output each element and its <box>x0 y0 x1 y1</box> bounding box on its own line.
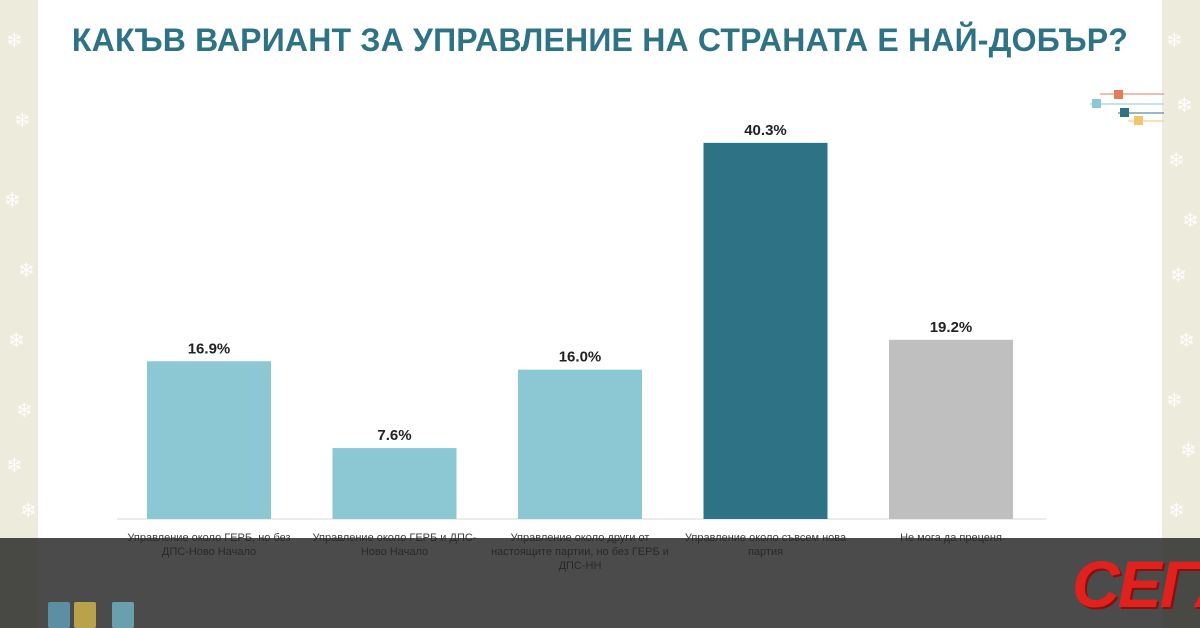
sega-logo[interactable]: СЕГА <box>1072 547 1200 621</box>
snowflake-icon: ❄ <box>20 498 37 522</box>
snowflake-icon: ❄ <box>1178 328 1195 352</box>
snowflake-icon: ❄ <box>6 28 23 52</box>
snowflake-icon: ❄ <box>1176 93 1193 117</box>
gift-icon <box>112 602 134 628</box>
bar <box>147 361 271 519</box>
data-label: 16.9% <box>188 340 231 357</box>
right-decor-strip <box>1162 0 1200 628</box>
snowflake-icon: ❄ <box>1168 498 1185 522</box>
snowflake-icon: ❄ <box>1180 438 1197 462</box>
data-label: 19.2% <box>930 319 973 336</box>
snowflake-icon: ❄ <box>14 108 31 132</box>
bar <box>518 369 642 519</box>
bottom-overlay-bar <box>0 538 1200 628</box>
bar <box>703 142 828 519</box>
gift-icon <box>74 602 96 628</box>
left-decor-strip <box>0 0 38 628</box>
snowflake-icon: ❄ <box>6 453 23 477</box>
snowflake-icon: ❄ <box>1166 388 1183 412</box>
snowflake-icon: ❄ <box>18 258 35 282</box>
snowflake-icon: ❄ <box>8 328 25 352</box>
data-label: 16.0% <box>559 349 602 366</box>
snowflake-icon: ❄ <box>4 188 21 212</box>
snowflake-icon: ❄ <box>16 398 33 422</box>
bar <box>889 339 1013 519</box>
snowflake-icon: ❄ <box>1170 263 1187 287</box>
bar <box>332 448 457 519</box>
snowflake-icon: ❄ <box>1166 28 1183 52</box>
decorative-squares-icon <box>1090 90 1164 125</box>
data-label: 7.6% <box>377 427 411 444</box>
snowflake-icon: ❄ <box>1168 148 1185 172</box>
chart-title: КАКЪВ ВАРИАНТ ЗА УПРАВЛЕНИЕ НА СТРАНАТА … <box>71 22 1129 58</box>
gift-icon <box>48 602 70 628</box>
chart-panel <box>38 0 1162 628</box>
data-label: 40.3% <box>744 122 787 139</box>
snowflake-icon: ❄ <box>1182 208 1199 232</box>
